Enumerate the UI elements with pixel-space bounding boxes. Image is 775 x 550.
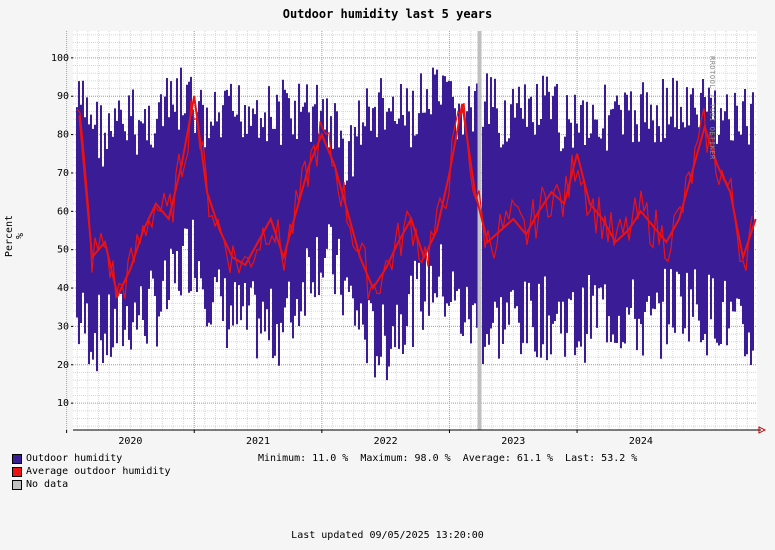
y-tick-label: 70 <box>57 168 69 179</box>
y-tick-label: 30 <box>57 321 69 332</box>
x-tick-label: 2020 <box>118 436 142 447</box>
legend-label-average: Average outdoor humidity <box>26 466 171 477</box>
no-data-bar <box>477 31 482 430</box>
x-tick-label: 2024 <box>629 436 653 447</box>
stats-line: Minimum: 11.0 % Maximum: 98.0 % Average:… <box>258 453 638 464</box>
x-axis-arrow <box>758 426 767 434</box>
legend-label-humidity: Outdoor humidity <box>26 453 123 464</box>
legend-swatch-average <box>12 466 22 477</box>
y-tick-label: 100 <box>51 53 69 64</box>
y-axis-label: Percent % <box>4 214 26 258</box>
chart-title: Outdoor humidity last 5 years <box>282 7 493 21</box>
legend-label-nodata: No data <box>26 479 69 490</box>
y-tick-label: 60 <box>57 206 69 217</box>
y-tick-label: 50 <box>57 245 69 256</box>
average-humidity-detail <box>76 100 753 300</box>
y-tick-label: 90 <box>57 91 69 102</box>
y-tick-label: 20 <box>57 360 69 371</box>
legend-swatch-humidity <box>12 453 22 464</box>
y-tick-label: 40 <box>57 283 69 294</box>
legend-item-average: Average outdoor humidity <box>12 465 171 478</box>
y-tick-label: 10 <box>57 398 69 409</box>
x-tick-label: 2021 <box>246 436 270 447</box>
rrdtool-watermark: RRDTOOL / TOBI OETIKER <box>708 56 716 160</box>
legend-item-humidity: Outdoor humidity <box>12 452 171 465</box>
legend-swatch-nodata <box>12 479 22 490</box>
y-tick-label: 80 <box>57 130 69 141</box>
last-updated: Last updated 09/05/2025 13:20:00 <box>291 530 484 541</box>
x-tick-label: 2022 <box>374 436 398 447</box>
legend: Outdoor humidity Average outdoor humidit… <box>12 452 171 491</box>
legend-item-nodata: No data <box>12 478 171 491</box>
x-tick-label: 2023 <box>501 436 525 447</box>
